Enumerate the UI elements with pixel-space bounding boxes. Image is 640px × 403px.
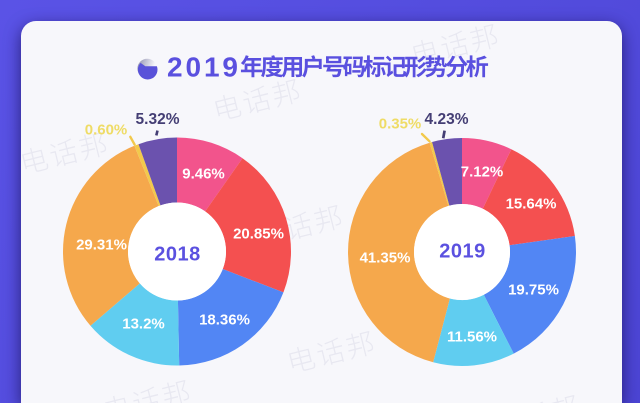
svg-text:2019: 2019 [167,52,241,83]
